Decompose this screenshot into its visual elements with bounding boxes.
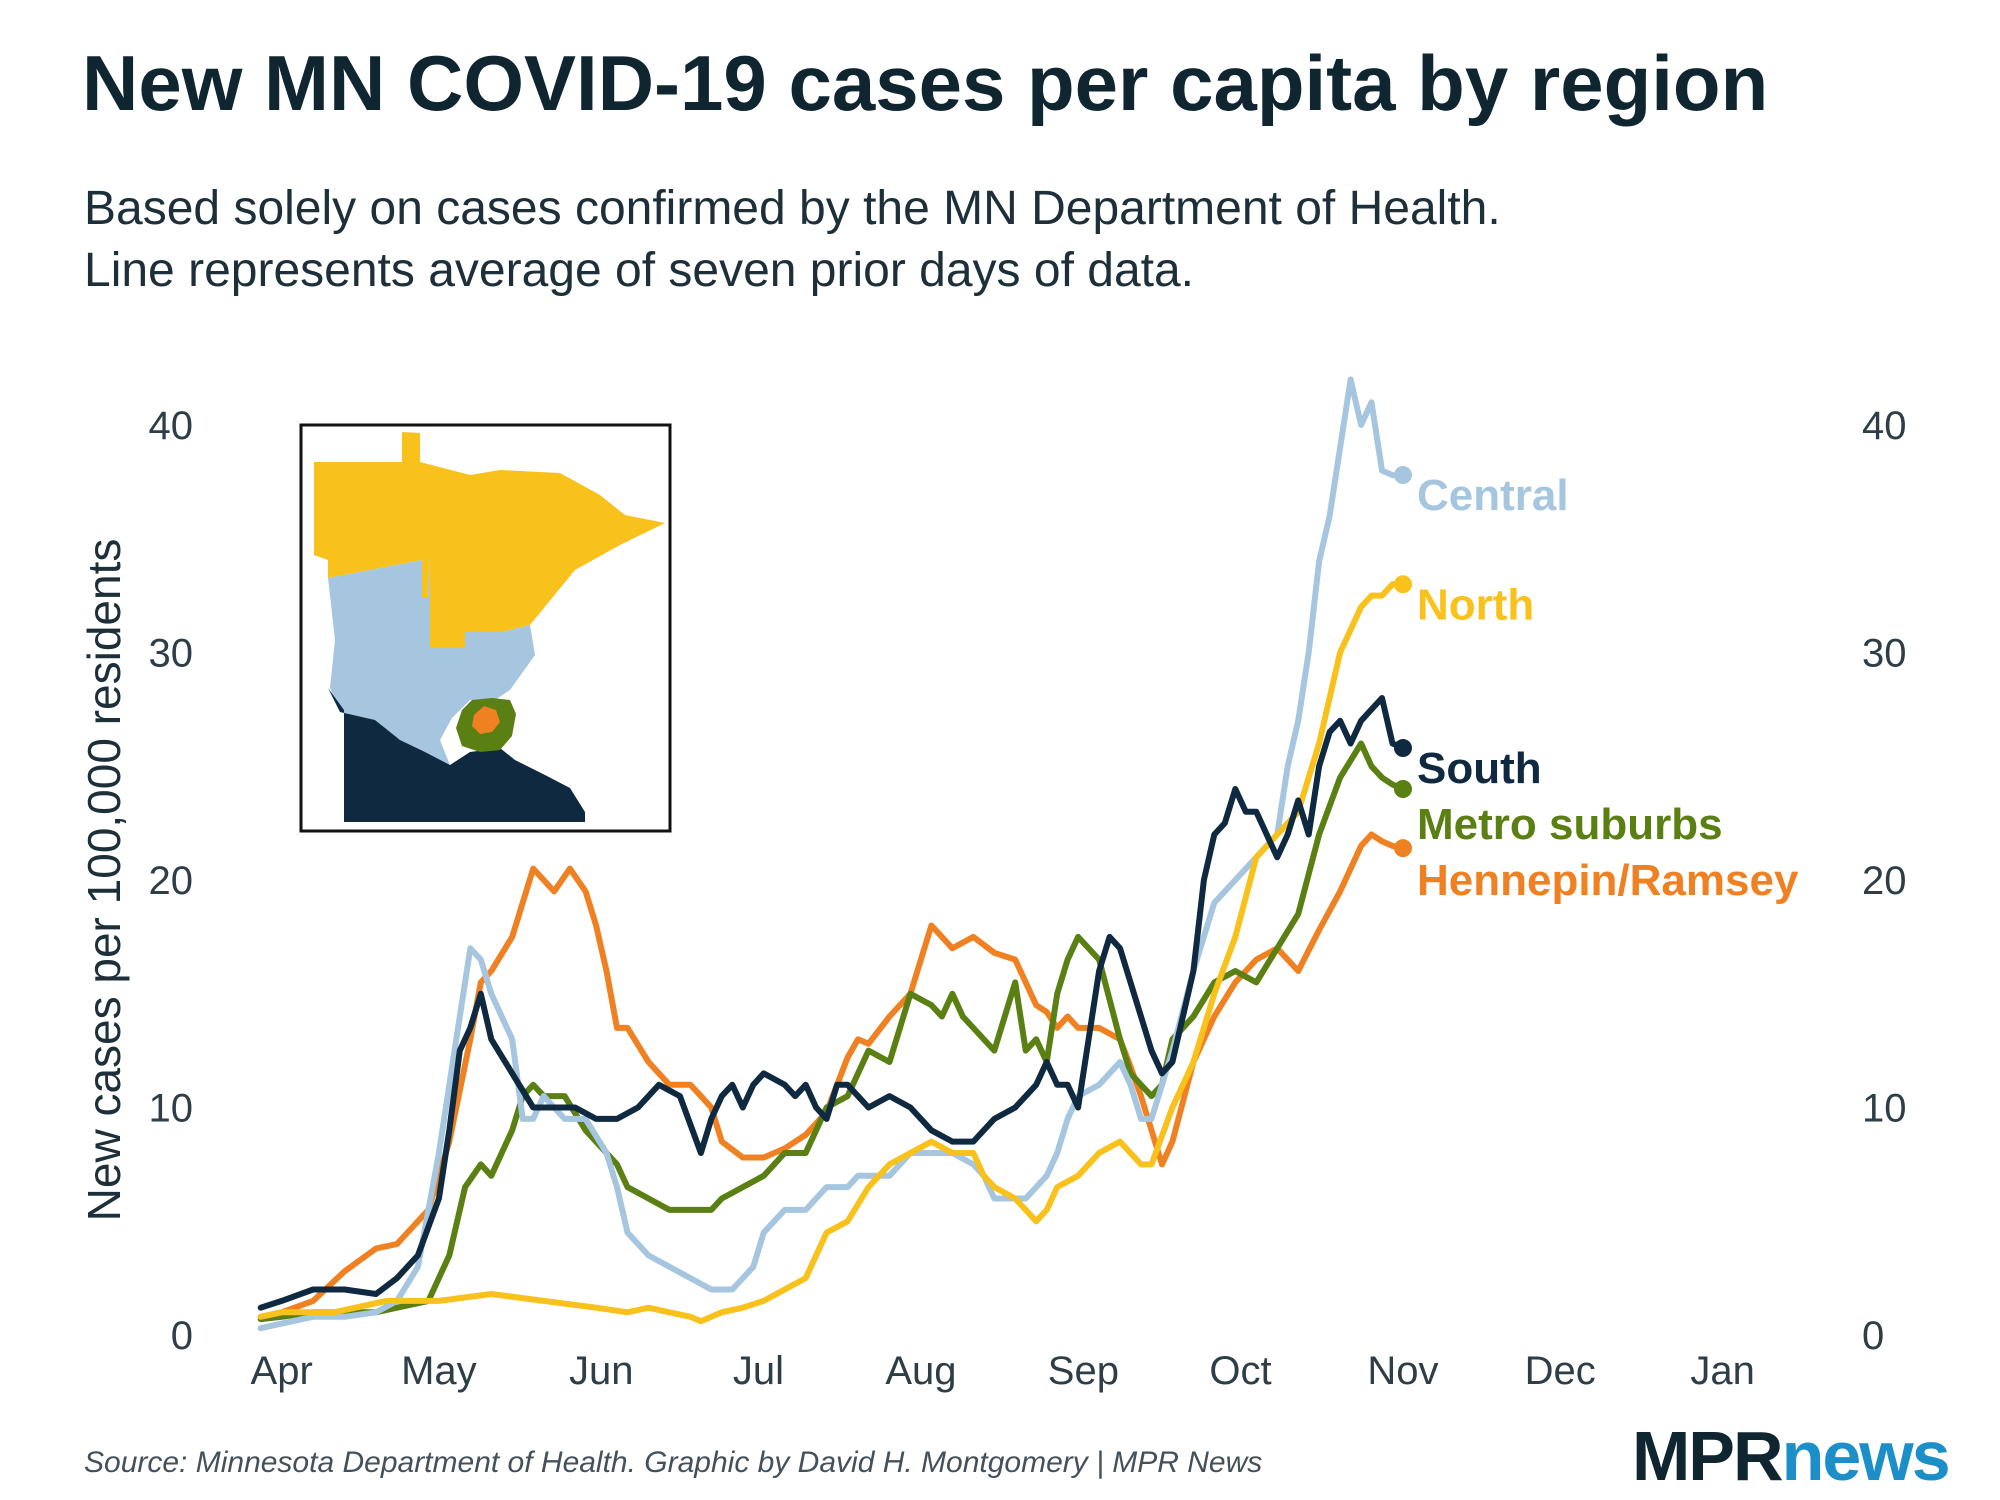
series-line-hennepin-ramsey bbox=[257, 831, 1406, 1320]
x-tick-label: Oct bbox=[1209, 1349, 1271, 1393]
y-tick-label-left: 10 bbox=[149, 1087, 194, 1131]
source-note: Source: Minnesota Department of Health. … bbox=[84, 1446, 1263, 1479]
y-tick-label-left: 30 bbox=[149, 632, 194, 676]
y-tick-label-right: 0 bbox=[1862, 1314, 1884, 1358]
end-label-south: South bbox=[1417, 744, 1542, 793]
mpr-news-logo: MPRnews bbox=[1632, 1416, 1951, 1496]
x-tick-label: Nov bbox=[1367, 1349, 1438, 1393]
end-label-central: Central bbox=[1417, 471, 1569, 520]
series-end-point-hennepin-ramsey bbox=[1393, 839, 1412, 858]
series-line-south bbox=[257, 695, 1406, 1311]
subtitle-line-2: Line represents average of seven prior d… bbox=[84, 244, 1194, 297]
x-tick-label: Jun bbox=[569, 1349, 634, 1393]
subtitle-line-1: Based solely on cases confirmed by the M… bbox=[84, 182, 1501, 235]
x-tick-label: Jan bbox=[1690, 1349, 1755, 1393]
x-tick-label: May bbox=[401, 1349, 477, 1393]
map-region-central bbox=[328, 560, 535, 765]
y-tick-label-left: 0 bbox=[171, 1314, 193, 1358]
end-label-north: North bbox=[1417, 580, 1534, 629]
axis-layer: 0 0 10 10 20 20 30 30 40 40 Apr May Jun Jul Aug Sep Oct N… bbox=[78, 404, 1907, 1393]
x-tick-label: Dec bbox=[1525, 1349, 1596, 1393]
y-tick-label-left: 20 bbox=[149, 859, 194, 903]
chart-subtitle: Based solely on cases confirmed by the M… bbox=[84, 178, 1501, 302]
x-tick-label: Sep bbox=[1048, 1349, 1119, 1393]
map-region-south bbox=[328, 688, 585, 822]
chart-title: New MN COVID-19 cases per capita by regi… bbox=[82, 39, 1769, 127]
y-axis-title: New cases per 100,000 residents bbox=[78, 539, 130, 1222]
y-tick-label-right: 20 bbox=[1862, 859, 1907, 903]
end-label-hennepin-ramsey: Hennepin/Ramsey bbox=[1417, 856, 1799, 905]
x-tick-label: Jul bbox=[733, 1349, 784, 1393]
map-region-hennepin-ramsey bbox=[472, 706, 500, 734]
series-line-central bbox=[257, 376, 1406, 1332]
y-tick-label-left: 40 bbox=[149, 404, 194, 448]
x-tick-label: Apr bbox=[251, 1349, 313, 1393]
end-label-layer: Central North South Metro suburbs Hennepin/R… bbox=[1417, 471, 1799, 905]
series-layer bbox=[257, 376, 1412, 1332]
map-region-north bbox=[314, 432, 665, 648]
series-line-metro-suburbs bbox=[257, 740, 1406, 1323]
end-label-metro-suburbs: Metro suburbs bbox=[1417, 800, 1723, 849]
series-end-point-south bbox=[1393, 739, 1412, 758]
logo-news-text: news bbox=[1781, 1417, 1951, 1495]
series-end-point-north bbox=[1393, 575, 1412, 594]
y-tick-label-right: 40 bbox=[1862, 404, 1907, 448]
logo-mpr-text: MPR bbox=[1632, 1417, 1784, 1495]
y-tick-label-right: 30 bbox=[1862, 632, 1907, 676]
series-end-point-central bbox=[1393, 466, 1412, 485]
region-inset-map bbox=[299, 423, 672, 833]
series-end-point-metro-suburbs bbox=[1393, 780, 1412, 798]
x-tick-label: Aug bbox=[885, 1349, 956, 1393]
y-tick-label-right: 10 bbox=[1862, 1087, 1907, 1131]
